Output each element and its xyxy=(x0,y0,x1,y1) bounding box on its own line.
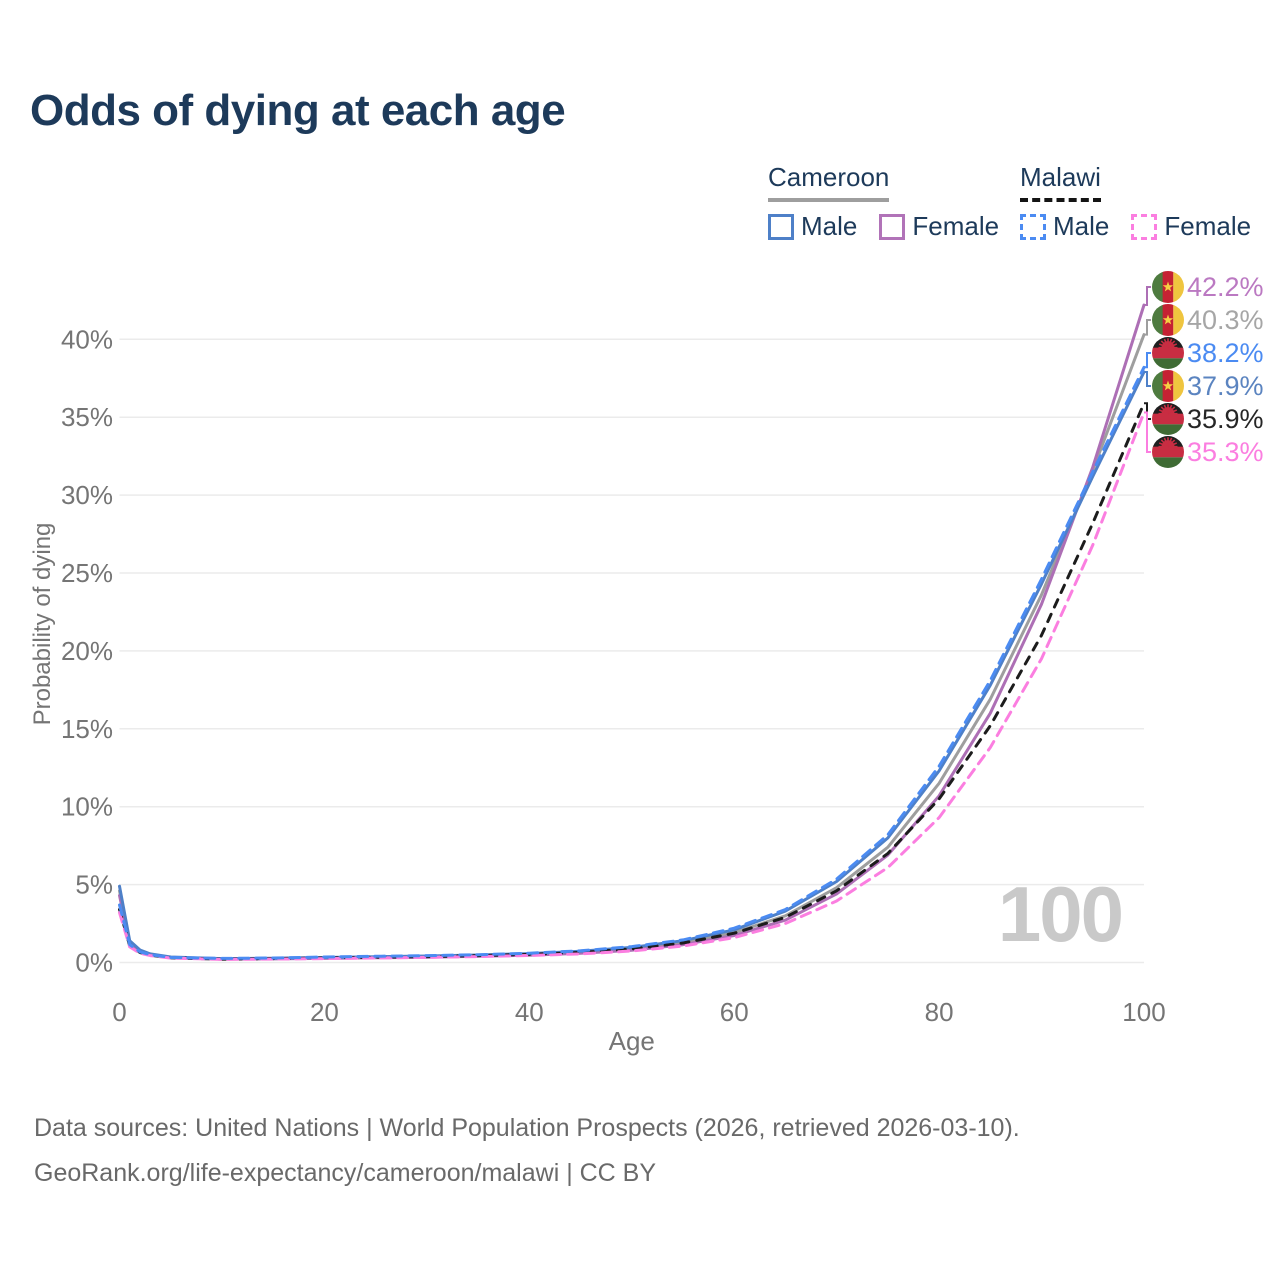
x-tick-label: 100 xyxy=(1122,997,1165,1027)
x-tick-label: 60 xyxy=(720,997,749,1027)
end-value-label-malawi-male: 38.2% xyxy=(1187,338,1264,368)
x-tick-label: 80 xyxy=(925,997,954,1027)
series-line-malawi-both xyxy=(118,401,1146,961)
malawi-female-swatch-icon xyxy=(1131,213,1158,240)
end-value-label-cameroon-male: 37.9% xyxy=(1187,371,1264,401)
y-tick-label: 0% xyxy=(75,948,113,978)
end-label-connector xyxy=(1144,286,1151,306)
cameroon-flag-icon xyxy=(1152,370,1184,402)
end-value-label-malawi-both: 35.9% xyxy=(1187,404,1264,434)
legend-item-label: Male xyxy=(801,211,858,241)
end-label-connector xyxy=(1144,411,1151,453)
legend-item-cameroon-female[interactable]: Female xyxy=(879,211,999,242)
y-axis-title: Probability of dying xyxy=(29,523,56,726)
star-icon xyxy=(1162,314,1174,325)
malawi-flag-icon xyxy=(1152,337,1184,369)
end-label-connector xyxy=(1144,371,1151,387)
series-line-cameroon-both xyxy=(118,333,1146,961)
x-tick-label: 0 xyxy=(112,997,126,1027)
legend-country-cameroon[interactable]: Cameroon xyxy=(768,162,890,202)
y-tick-label: 15% xyxy=(61,714,113,744)
y-tick-label: 35% xyxy=(61,402,113,432)
legend-item-malawi-male[interactable]: Male xyxy=(1020,211,1109,242)
star-icon xyxy=(1162,380,1174,391)
y-tick-label: 30% xyxy=(61,480,113,510)
end-value-label-cameroon-female: 42.2% xyxy=(1187,272,1264,302)
hover-age-watermark: 100 xyxy=(998,870,1122,958)
end-label-connector xyxy=(1144,352,1151,369)
star-icon xyxy=(1162,281,1174,292)
cameroon-male-swatch-icon xyxy=(768,213,794,240)
attribution-text: GeoRank.org/life-expectancy/cameroon/mal… xyxy=(34,1159,657,1187)
end-label-connector xyxy=(1144,402,1151,420)
series-line-malawi-male xyxy=(118,365,1146,960)
series-line-cameroon-female xyxy=(118,303,1146,961)
series-line-cameroon-male xyxy=(118,370,1146,961)
cameroon-flag-icon xyxy=(1152,304,1184,336)
end-label-connector xyxy=(1144,319,1151,336)
legend-group-cameroon: Cameroon Male Female xyxy=(768,162,999,242)
legend-item-label: Female xyxy=(1164,211,1252,241)
footer: Data sources: United Nations | World Pop… xyxy=(34,1106,1020,1196)
y-tick-label: 10% xyxy=(61,792,113,822)
y-tick-label: 25% xyxy=(61,558,113,588)
data-sources-text: Data sources: United Nations | World Pop… xyxy=(34,1114,1020,1142)
page-title: Odds of dying at each age xyxy=(30,86,566,135)
legend-item-label: Female xyxy=(912,211,1000,241)
malawi-flag-icon xyxy=(1152,436,1184,468)
legend-item-cameroon-male[interactable]: Male xyxy=(768,211,857,242)
y-tick-label: 20% xyxy=(61,636,113,666)
y-tick-label: 40% xyxy=(61,324,113,354)
x-axis-title: Age xyxy=(609,1026,655,1056)
legend-item-label: Male xyxy=(1053,211,1110,241)
legend-country-malawi[interactable]: Malawi xyxy=(1020,162,1101,202)
legend-group-malawi: Malawi Male Female xyxy=(1020,162,1251,242)
y-tick-label: 5% xyxy=(75,870,113,900)
series-line-malawi-female xyxy=(118,411,1146,961)
legend-item-malawi-female[interactable]: Female xyxy=(1131,211,1251,242)
malawi-flag-icon xyxy=(1152,403,1184,435)
cameroon-flag-icon xyxy=(1152,271,1184,303)
end-value-label-cameroon-both: 40.3% xyxy=(1187,305,1264,335)
malawi-male-swatch-icon xyxy=(1020,213,1046,240)
x-tick-label: 40 xyxy=(515,997,544,1027)
end-value-label-malawi-female: 35.3% xyxy=(1187,437,1264,467)
x-tick-label: 20 xyxy=(310,997,339,1027)
cameroon-female-swatch-icon xyxy=(879,213,906,240)
